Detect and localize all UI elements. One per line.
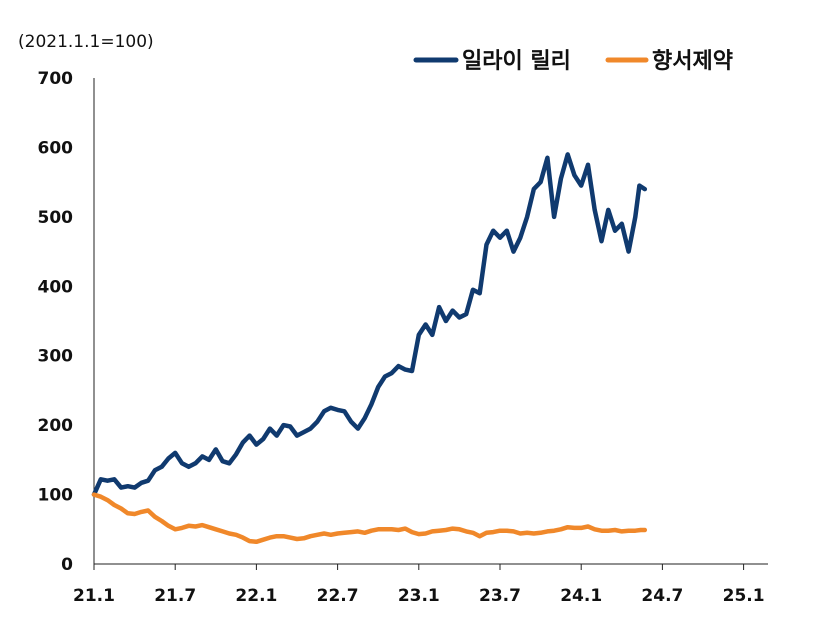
x-tick-label: 23.7 (479, 586, 521, 606)
y-tick-label: 500 (38, 208, 74, 228)
y-tick-label: 100 (38, 486, 74, 506)
y-tick-label: 0 (61, 555, 73, 575)
y-tick-label: 600 (38, 138, 74, 158)
y-axis-ticks: 0 100 200 300 400 500 600 700 (38, 69, 74, 575)
x-tick-label: 25.1 (723, 586, 765, 606)
series-line-eli-lilly (91, 152, 648, 497)
x-tick-label: 23.1 (398, 586, 440, 606)
legend-label-eli-lilly: 일라이 릴리 (462, 49, 571, 74)
x-tick-label: 22.7 (317, 586, 359, 606)
legend: 일라이 릴리 향서제약 (413, 49, 733, 74)
x-axis-ticks: 21.1 21.7 22.1 22.7 23.1 23.7 24.1 24.7 25.1 (73, 564, 765, 606)
legend-label-hansoh: 향서제약 (652, 49, 733, 74)
x-tick-label: 22.1 (235, 586, 277, 606)
y-tick-label: 300 (38, 347, 74, 367)
x-tick-label: 21.1 (73, 586, 115, 606)
y-tick-label: 200 (38, 416, 74, 436)
y-tick-label: 400 (38, 277, 74, 297)
series-layer (91, 152, 648, 545)
series-line-hansoh (91, 492, 648, 545)
x-tick-label: 21.7 (154, 586, 196, 606)
y-tick-label: 700 (38, 69, 74, 89)
x-tick-label: 24.7 (641, 586, 683, 606)
unit-label: (2021.1.1=100) (18, 32, 154, 52)
x-tick-label: 24.1 (560, 586, 602, 606)
